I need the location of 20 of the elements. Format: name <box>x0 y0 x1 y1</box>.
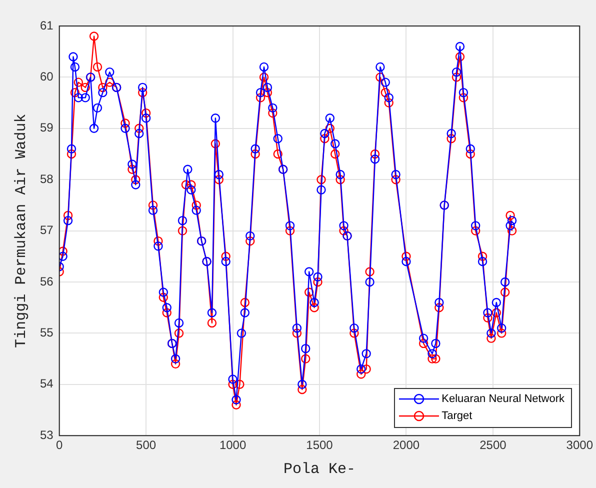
legend-label: Keluaran Neural Network <box>442 393 565 406</box>
y-tick-label: 56 <box>40 274 54 288</box>
x-tick-label: 2000 <box>392 438 420 452</box>
x-tick-label: 3000 <box>566 438 594 452</box>
y-tick-label: 57 <box>40 223 54 238</box>
y-tick-label: 54 <box>40 376 54 391</box>
x-tick-label: 500 <box>136 438 156 452</box>
y-axis-title: Tinggi Permukaan Air Waduk <box>12 114 30 348</box>
y-tick-label: 55 <box>40 326 54 340</box>
x-tick-label: 0 <box>56 438 64 452</box>
y-tick-label: 61 <box>40 18 54 32</box>
y-tick-label: 58 <box>40 172 54 186</box>
y-tick-label: 60 <box>40 70 54 84</box>
x-tick-label: 1500 <box>306 438 334 452</box>
y-tick-label: 59 <box>40 120 54 135</box>
legend-label: Target <box>442 410 472 422</box>
x-tick-label: 1000 <box>219 438 246 452</box>
x-axis-title: Pola Ke- <box>283 460 356 478</box>
x-tick-label: 2500 <box>480 438 507 452</box>
y-tick-label: 53 <box>40 428 54 442</box>
